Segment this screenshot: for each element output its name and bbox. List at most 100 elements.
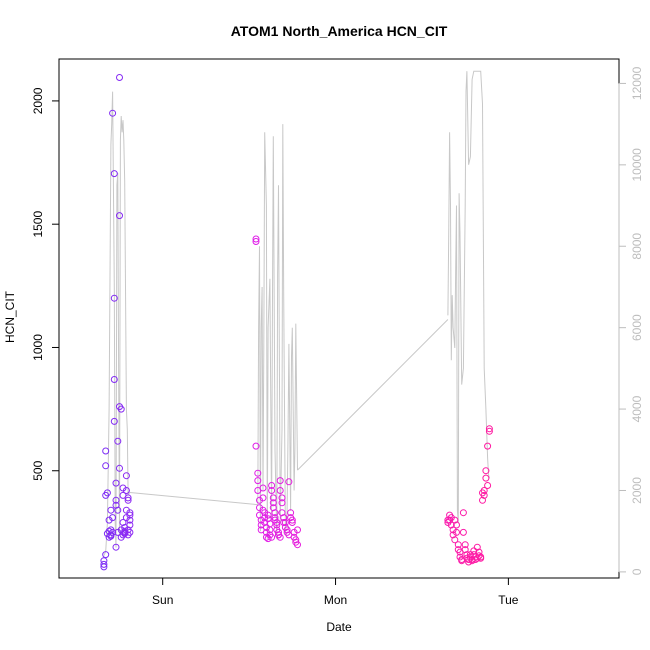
data-point	[109, 109, 117, 117]
chart-title: ATOM1 North_America HCN_CIT	[231, 23, 448, 39]
data-point	[473, 543, 481, 551]
data-point	[107, 506, 115, 514]
data-point	[294, 541, 301, 549]
data-point	[453, 528, 460, 536]
data-point	[482, 467, 490, 475]
scatter-points	[100, 74, 493, 571]
data-point	[126, 511, 134, 519]
data-point	[126, 509, 134, 517]
data-point	[112, 479, 120, 487]
data-point	[482, 474, 490, 482]
data-point	[124, 496, 132, 504]
data-point	[269, 504, 277, 512]
data-point	[470, 547, 478, 555]
data-point	[124, 494, 132, 502]
y-tick-label: 1500	[31, 211, 45, 238]
data-point	[269, 494, 277, 502]
data-point	[117, 405, 125, 413]
data-point	[100, 557, 108, 565]
data-point	[126, 521, 134, 529]
data-point	[484, 482, 492, 489]
y-right-tick-label: 2000	[630, 477, 644, 504]
data-point	[269, 499, 277, 507]
data-point	[454, 541, 462, 549]
data-point	[262, 533, 270, 541]
data-point	[102, 551, 110, 559]
data-point	[110, 294, 118, 302]
data-point	[459, 509, 467, 517]
data-point	[294, 526, 301, 534]
data-point	[262, 524, 270, 531]
y-tick-label: 1000	[31, 334, 45, 361]
data-point	[264, 511, 272, 519]
data-point	[292, 536, 300, 544]
data-point	[110, 376, 118, 383]
data-point	[264, 535, 272, 543]
data-point	[273, 521, 281, 529]
data-point	[114, 437, 122, 445]
data-point	[271, 509, 279, 517]
data-point	[126, 516, 134, 524]
data-point	[480, 487, 488, 494]
x-axis-label: Date	[326, 620, 352, 634]
data-point	[459, 528, 467, 536]
data-point	[451, 516, 459, 524]
y-axis-left: 500 1000 1500 2000	[31, 87, 60, 481]
data-point	[453, 521, 460, 529]
data-point	[112, 543, 120, 551]
y-axis-right: 0 2000 4000 6000 8000 10000 12000	[618, 66, 644, 575]
line-segment-3	[297, 319, 449, 471]
data-point	[479, 496, 486, 504]
data-point	[276, 487, 284, 494]
data-point	[102, 447, 110, 455]
data-point	[256, 496, 263, 504]
x-axis: Sun Mon Tue	[152, 577, 519, 607]
data-point	[480, 491, 488, 499]
data-point	[268, 487, 276, 494]
plot-box	[58, 58, 620, 579]
data-point	[110, 417, 118, 425]
data-point	[288, 516, 296, 524]
data-point	[463, 551, 471, 559]
right-scale-line-series	[103, 70, 490, 556]
data-point	[447, 521, 455, 529]
data-point	[126, 528, 134, 536]
data-point	[278, 509, 286, 517]
y-right-tick-label: 4000	[630, 395, 644, 422]
data-point	[271, 514, 279, 522]
line-segment-2	[257, 124, 298, 540]
data-point	[252, 235, 260, 243]
data-point	[461, 546, 469, 554]
data-point	[477, 554, 485, 562]
y-right-tick-label: 6000	[630, 314, 644, 341]
data-point	[103, 489, 111, 497]
data-point	[259, 484, 267, 492]
data-point	[288, 519, 296, 526]
data-point	[112, 501, 120, 509]
data-point	[281, 519, 289, 526]
data-point	[276, 477, 284, 485]
line-segment-0	[103, 91, 131, 556]
line-segment-4	[447, 70, 490, 524]
data-point	[252, 442, 260, 450]
data-point	[116, 212, 123, 220]
data-point	[278, 494, 286, 502]
data-point	[451, 536, 459, 544]
data-point	[100, 560, 108, 568]
data-point	[485, 427, 493, 435]
data-point	[276, 533, 284, 541]
data-point	[268, 482, 276, 489]
data-point	[112, 496, 120, 504]
data-point	[105, 527, 113, 535]
data-point	[287, 509, 295, 517]
data-point	[280, 514, 288, 522]
data-point	[485, 425, 493, 433]
y-tick-label: 2000	[31, 87, 45, 114]
data-point	[472, 553, 479, 561]
data-point	[273, 519, 281, 526]
data-point	[109, 528, 117, 536]
y-right-tick-label: 0	[630, 568, 644, 575]
data-point	[278, 499, 286, 507]
data-point	[275, 528, 282, 536]
